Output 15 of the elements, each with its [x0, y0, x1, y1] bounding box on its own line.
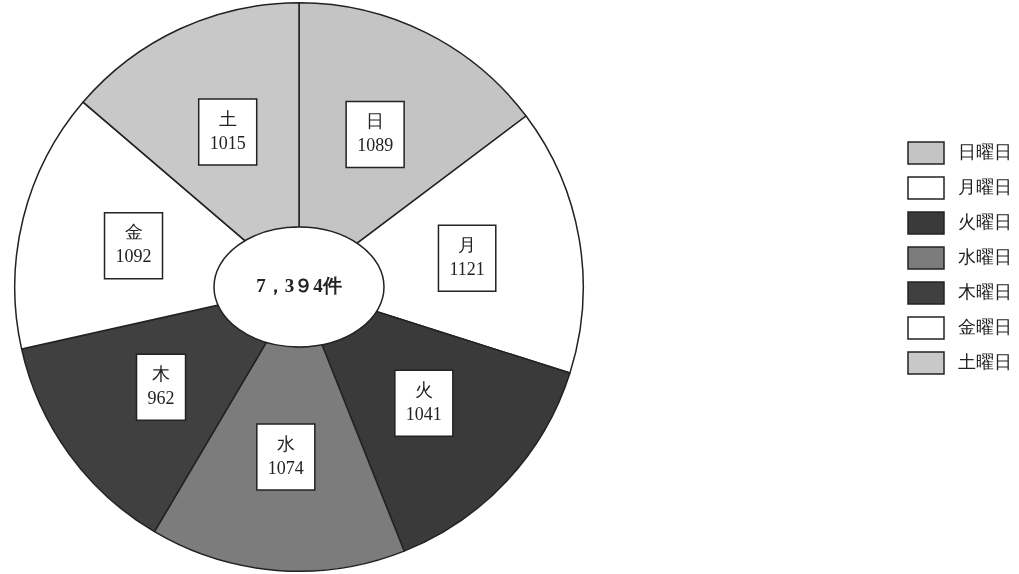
legend-label: 水曜日	[958, 246, 1012, 267]
legend-label: 日曜日	[958, 141, 1012, 162]
data-label: 金 1092	[115, 222, 152, 267]
legend-label: 木曜日	[958, 281, 1012, 302]
data-label: 日 1089	[357, 111, 394, 156]
data-label: 土 1015	[209, 108, 246, 153]
text: 7，3９4件	[256, 274, 342, 296]
legend-label: 火曜日	[958, 211, 1012, 232]
data-label: 月 1121	[449, 235, 485, 280]
data-label: 火 1041	[405, 379, 442, 424]
legend-label: 金曜日	[958, 316, 1012, 337]
data-label: 木 962	[147, 363, 175, 408]
legend-label: 月曜日	[958, 176, 1012, 197]
data-label: 水 1074	[267, 433, 304, 478]
legend-label: 土曜日	[958, 351, 1012, 372]
